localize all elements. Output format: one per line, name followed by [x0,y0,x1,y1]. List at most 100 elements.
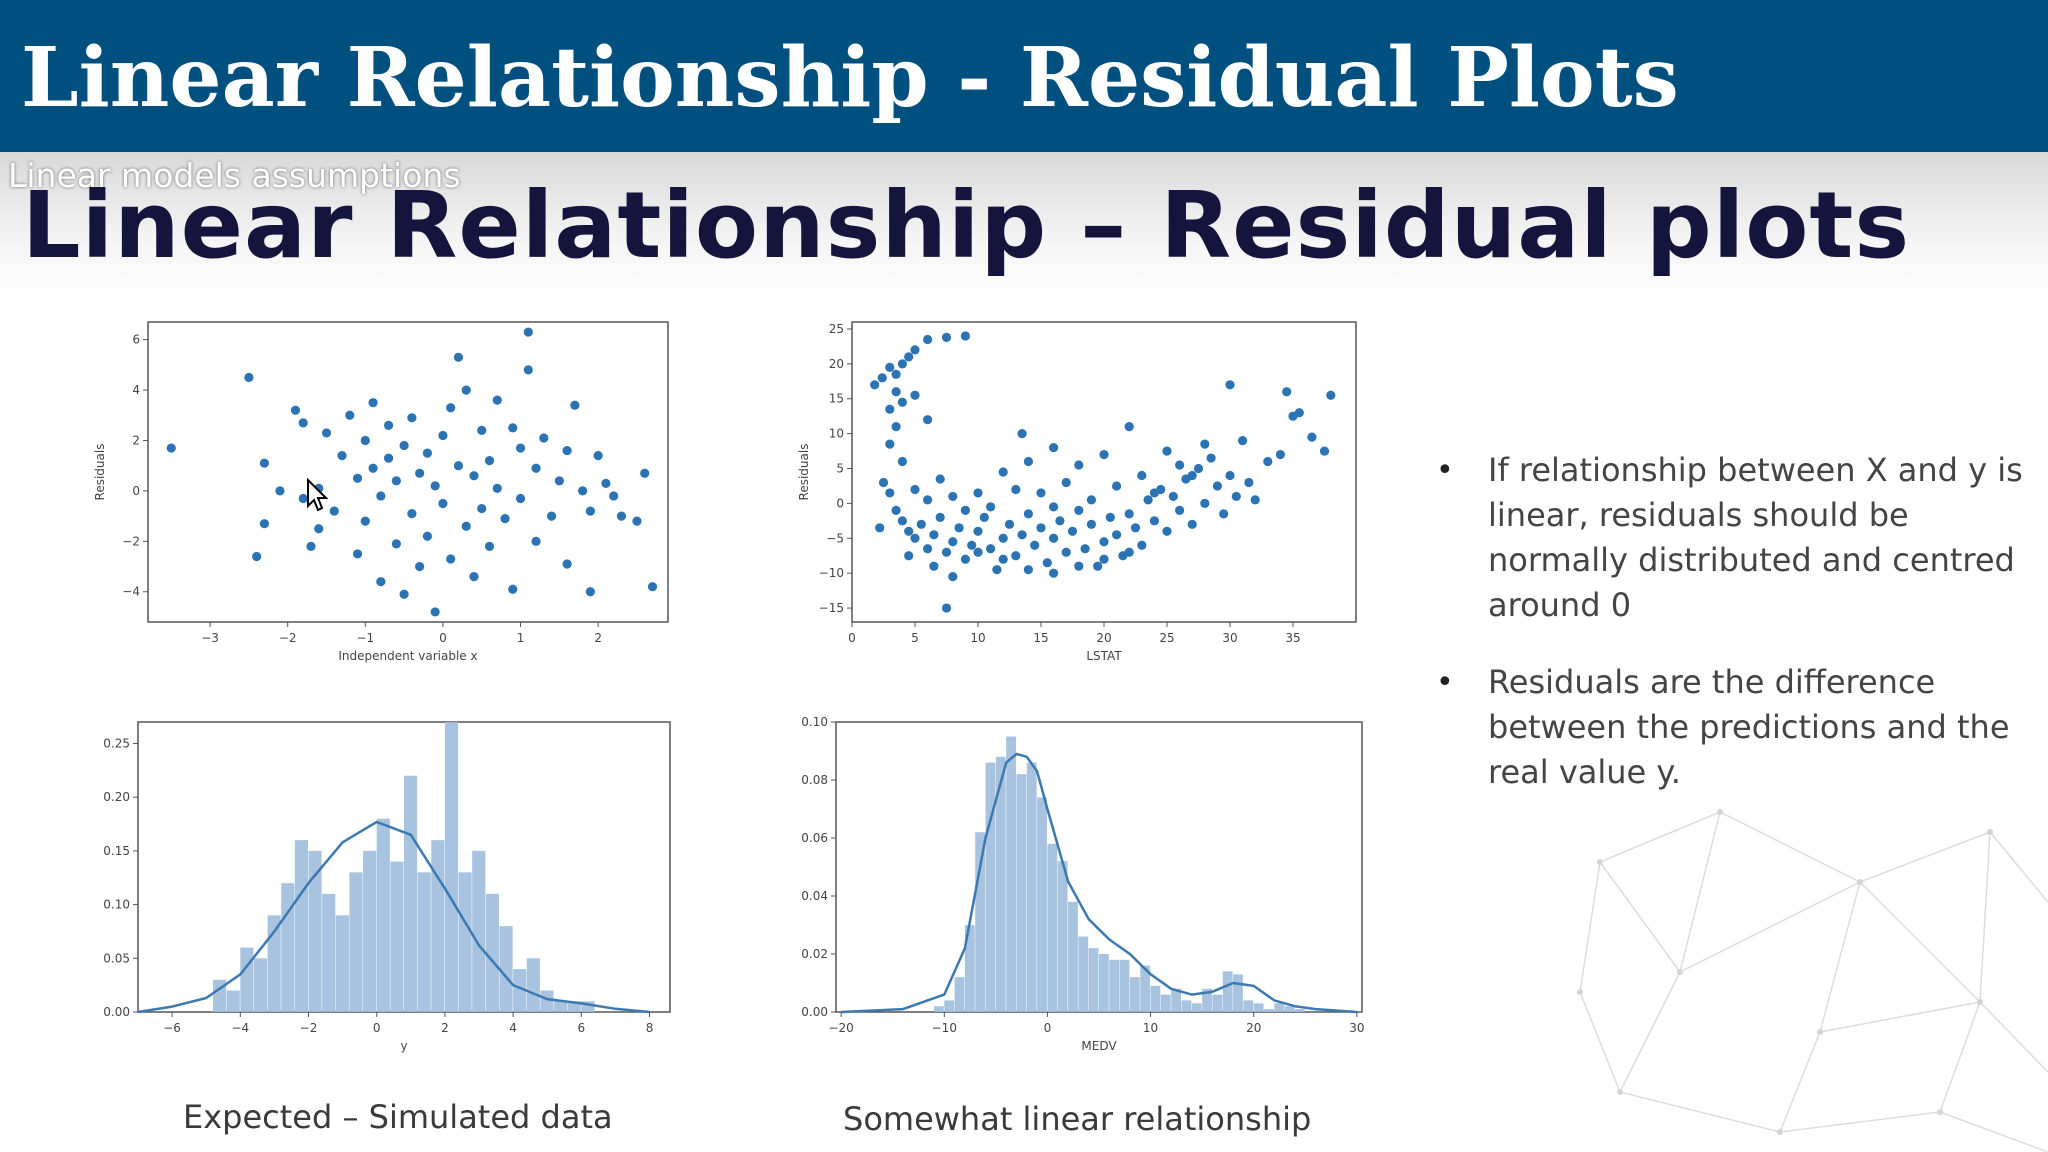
x-tick-label: 20 [1096,631,1111,645]
scatter-point [1263,456,1273,467]
scatter-point [948,491,958,502]
histogram-bar [1078,936,1089,1012]
y-tick-label: 0.25 [103,736,130,750]
x-tick-label: 0 [848,631,856,645]
scatter-point [910,390,920,400]
scatter-point [910,533,920,543]
scatter-point [484,541,495,551]
scatter-point [453,352,464,362]
scatter-point [960,331,970,341]
scatter-point [345,410,355,420]
scatter-point [1036,523,1046,533]
scatter-point [1036,488,1046,498]
scatter-point [1137,540,1147,550]
scatter-point [1042,558,1052,568]
scatter-point [973,526,983,536]
histogram-bar [294,840,309,1012]
scatter-point [1030,540,1040,550]
scatter-point [430,607,440,617]
scatter-point [891,369,901,379]
caption-somewhat-linear: Somewhat linear relationship [843,1100,1312,1138]
scatter-point [1162,526,1172,536]
scatter-point [593,451,603,461]
histogram-bar [1294,1009,1305,1012]
scatter-point [954,523,964,533]
scatter-point [1162,446,1172,456]
histogram-bar [308,850,322,1012]
x-tick-label: −2 [279,631,297,645]
scatter-point [415,468,425,478]
scatter-point [523,365,533,375]
section-label: Linear models assumptions [8,156,461,195]
scatter-point [383,453,394,463]
scatter-point [383,420,394,430]
histogram-bar [1026,762,1037,1012]
y-tick-label: 2 [132,433,140,447]
y-tick-label: 0.06 [801,831,828,845]
histogram-bar [526,958,540,1012]
histogram-bar [240,947,254,1012]
scatter-point [1086,495,1096,505]
scatter-point [1175,505,1185,515]
scatter-point [1275,449,1285,460]
scatter-point [1149,516,1159,526]
scatter-point [1074,505,1084,515]
scatter-point [998,467,1008,477]
y-tick-label: 6 [132,333,140,347]
histogram-bar [458,872,472,1012]
histogram-bar [1233,974,1243,1012]
histogram-bar [1253,1003,1264,1012]
y-tick-label: 5 [836,462,844,476]
scatter-point [1004,519,1015,529]
x-tick-label: 8 [646,1021,654,1035]
scatter-point [290,405,301,415]
scatter-point [1112,530,1122,540]
scatter-point [430,481,440,491]
x-tick-label: 5 [911,631,919,645]
scatter-point [515,493,526,504]
histogram-bar [1160,994,1171,1012]
bullet-text: If relationship between X and y is linea… [1488,451,2023,624]
scatter-point [1130,523,1141,533]
y-tick-label: 4 [132,383,140,397]
slide-title: Linear Relationship – Residual plots [22,172,1911,279]
scatter-point [562,445,572,456]
scatter-point [904,526,914,536]
histogram-bar [363,850,377,1012]
y-axis-label: Residuals [93,444,107,501]
kde-curve [137,820,650,1014]
scatter-point [1238,436,1248,446]
y-tick-label: 10 [829,427,844,441]
scatter-point [941,332,952,342]
scatter-point [891,505,901,515]
scatter-point [916,519,926,529]
scatter-point [1023,456,1033,467]
scatter-point [469,471,479,481]
histogram-bar [1109,959,1120,1012]
scatter-point [1225,380,1235,390]
y-tick-label: 0.15 [103,844,130,858]
histogram-bar [1243,1000,1254,1012]
scatter-point [1011,484,1021,495]
y-tick-label: 0.00 [103,1005,130,1019]
x-axis-label: Independent variable x [338,649,477,663]
scatter-point [446,554,456,564]
x-tick-label: 20 [1246,1021,1261,1035]
scatter-point [1049,568,1059,578]
scatter-point [640,468,650,478]
scatter-point [910,345,920,355]
histogram-bar [267,915,281,1012]
histogram-bar [1037,797,1047,1012]
bullet-dot-icon: • [1436,453,1454,488]
scatter-point [546,511,557,521]
scatter-point [885,488,895,498]
scatter-point [870,380,880,390]
histogram-bar [472,850,486,1012]
x-tick-label: 10 [970,631,985,645]
scatter-point [1200,498,1210,508]
scatter-point [609,491,619,501]
scatter-point [422,448,433,458]
scatter-point [570,400,580,410]
y-tick-label: 0.05 [103,951,130,965]
scatter-point [578,486,588,496]
